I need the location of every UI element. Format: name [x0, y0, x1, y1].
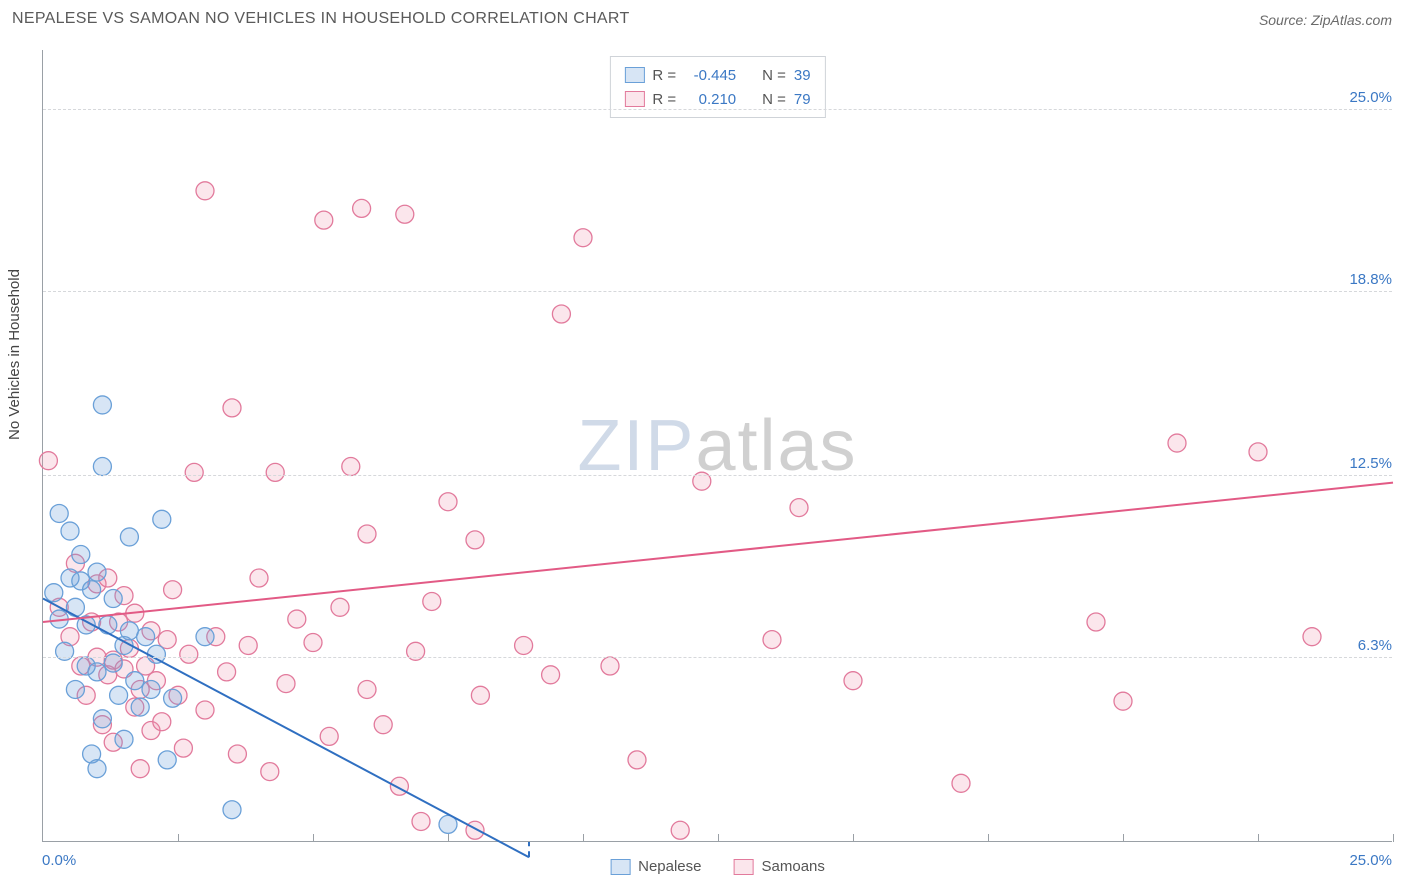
- x-max-label: 25.0%: [1349, 852, 1392, 869]
- legend-item-samoans: Samoans: [734, 858, 825, 875]
- n-label: N =: [762, 67, 786, 84]
- stats-row-samoans: R = 0.210 N = 79: [624, 87, 810, 111]
- x-tick: [583, 834, 584, 842]
- y-tick-label: 18.8%: [1349, 271, 1392, 288]
- chart-canvas: [43, 50, 1392, 841]
- swatch-samoans: [624, 91, 644, 107]
- r-value-nepalese: -0.445: [684, 67, 736, 84]
- legend-label-samoans: Samoans: [762, 858, 825, 875]
- gridline: [43, 109, 1392, 110]
- legend-item-nepalese: Nepalese: [610, 858, 701, 875]
- swatch-nepalese: [610, 859, 630, 875]
- r-value-samoans: 0.210: [684, 91, 736, 108]
- swatch-samoans: [734, 859, 754, 875]
- n-label: N =: [762, 91, 786, 108]
- y-tick-label: 25.0%: [1349, 89, 1392, 106]
- stats-row-nepalese: R = -0.445 N = 39: [624, 63, 810, 87]
- x-tick: [1393, 834, 1394, 842]
- x-tick: [178, 834, 179, 842]
- source-attribution: Source: ZipAtlas.com: [1259, 12, 1392, 28]
- chart-title: NEPALESE VS SAMOAN NO VEHICLES IN HOUSEH…: [12, 10, 630, 27]
- x-tick: [853, 834, 854, 842]
- y-axis-label: No Vehicles in Household: [6, 269, 23, 440]
- r-label: R =: [652, 91, 676, 108]
- series-legend: Nepalese Samoans: [610, 858, 825, 875]
- gridline: [43, 657, 1392, 658]
- r-label: R =: [652, 67, 676, 84]
- n-value-samoans: 79: [794, 91, 811, 108]
- x-tick: [313, 834, 314, 842]
- legend-label-nepalese: Nepalese: [638, 858, 701, 875]
- x-tick: [1258, 834, 1259, 842]
- x-tick: [1123, 834, 1124, 842]
- x-tick: [988, 834, 989, 842]
- x-origin-label: 0.0%: [42, 852, 76, 869]
- swatch-nepalese: [624, 67, 644, 83]
- scatter-plot: ZIPatlas R = -0.445 N = 39 R = 0.210 N =…: [42, 50, 1392, 842]
- n-value-nepalese: 39: [794, 67, 811, 84]
- gridline: [43, 475, 1392, 476]
- y-tick-label: 6.3%: [1358, 637, 1392, 654]
- gridline: [43, 291, 1392, 292]
- x-tick: [448, 834, 449, 842]
- x-tick: [718, 834, 719, 842]
- y-tick-label: 12.5%: [1349, 455, 1392, 472]
